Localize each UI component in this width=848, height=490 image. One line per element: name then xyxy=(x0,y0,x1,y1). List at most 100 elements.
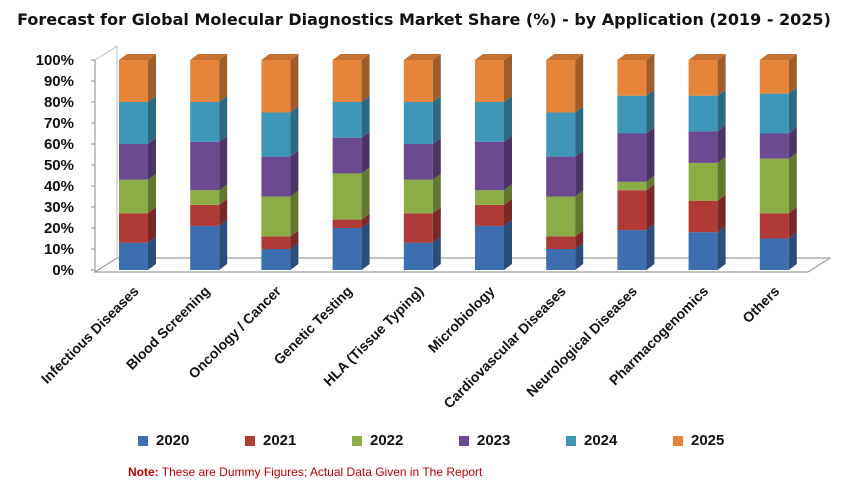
bar-top xyxy=(332,54,370,60)
bar-segment xyxy=(261,156,291,197)
bar-segment xyxy=(546,236,576,249)
bar-segment-side xyxy=(148,96,156,144)
bar-segment-side xyxy=(575,54,584,113)
bar-segment-side xyxy=(219,54,228,102)
bar-segment-side xyxy=(504,96,512,142)
bar-segment xyxy=(759,158,789,214)
bar-segment xyxy=(190,225,220,270)
bar-segment xyxy=(190,141,220,191)
bar-top xyxy=(617,54,655,60)
bar-top xyxy=(119,54,156,60)
bar-segment-side xyxy=(290,190,299,237)
bar-segment xyxy=(475,141,504,191)
bar-segment-side xyxy=(646,89,655,134)
legend-item: 2025 xyxy=(673,432,780,449)
bar-segment-side xyxy=(219,219,228,270)
bar-segment xyxy=(688,232,718,270)
bar-segment xyxy=(190,190,220,205)
legend-item: 2020 xyxy=(138,432,245,449)
y-tick-label: 20% xyxy=(44,220,74,237)
x-category-label: Cardiovascular Diseases xyxy=(440,283,569,412)
bar-segment xyxy=(617,230,647,270)
bar-segment-side xyxy=(290,150,299,197)
bar-segment xyxy=(475,204,504,226)
stacked-bar-chart: 0% 10% 20% 30% 40% 50% 60% 70% 80% 90% 100% Infecti… xyxy=(36,45,832,412)
bar-top xyxy=(190,54,228,60)
bar-segment xyxy=(190,204,220,226)
bar-segment-side xyxy=(504,54,512,102)
bar-segment-side xyxy=(646,184,655,231)
legend-swatch xyxy=(245,435,255,446)
bar-segment xyxy=(617,95,647,134)
legend-item: 2021 xyxy=(245,432,352,449)
y-tick-label: 40% xyxy=(44,178,74,195)
bar-segment xyxy=(688,131,718,163)
bar-segment xyxy=(617,133,647,182)
note-label: Note: xyxy=(128,465,159,479)
bar-segment xyxy=(261,60,291,113)
bar-segment-side xyxy=(788,87,797,134)
bar-segment xyxy=(332,102,362,138)
y-tick-label: 0% xyxy=(52,262,74,279)
bar-segment-side xyxy=(290,230,299,249)
legend-label: 2022 xyxy=(370,432,404,449)
bar-segment xyxy=(332,228,362,270)
bar-segment-side xyxy=(148,173,156,214)
y-tick-label: 80% xyxy=(44,94,74,111)
legend-label: 2024 xyxy=(584,432,618,449)
bar-top xyxy=(759,54,797,60)
bar-segment-side xyxy=(361,131,370,174)
legend-label: 2025 xyxy=(691,432,725,449)
bar-top xyxy=(403,54,441,60)
bar-segment-side xyxy=(575,243,584,270)
bar-segment-side xyxy=(788,152,797,214)
bar-segment xyxy=(190,102,220,142)
bar-segment xyxy=(759,93,789,134)
bar-segment-side xyxy=(788,127,797,159)
bar-segment xyxy=(759,60,789,94)
y-tick-label: 100% xyxy=(36,52,74,69)
note: Note: These are Dummy Figures; Actual Da… xyxy=(128,465,482,479)
bar-segment xyxy=(119,144,148,180)
bar-segment-side xyxy=(361,167,370,220)
x-category-label: Infectious Diseases xyxy=(38,283,142,387)
bar-segment xyxy=(403,102,433,144)
bar-segment-side xyxy=(646,54,655,96)
bar-segment xyxy=(546,156,576,197)
bar-segment-side xyxy=(432,236,441,270)
bar-segment-side xyxy=(575,230,584,249)
bar-segment xyxy=(688,200,718,233)
x-category-label: Others xyxy=(739,283,782,326)
bar-segment xyxy=(546,112,576,157)
y-tick-label: 50% xyxy=(44,157,74,174)
bar-segment xyxy=(261,249,291,270)
legend-swatch xyxy=(673,435,683,446)
bar-segment-side xyxy=(432,207,441,243)
bar-segment xyxy=(261,112,291,157)
bar-segment-side xyxy=(219,96,228,142)
bar-segment xyxy=(475,60,504,102)
bar-segment-side xyxy=(788,207,797,239)
bar-segment xyxy=(119,179,148,214)
x-category-label: Microbiology xyxy=(425,283,498,356)
legend: 2020 2021 2022 2023 2024 2025 xyxy=(138,432,780,449)
bar-segment-side xyxy=(290,54,299,113)
bar-segment-side xyxy=(717,89,726,132)
bar-segment-side xyxy=(361,213,370,228)
bar-segment xyxy=(475,102,504,142)
bar-segment-side xyxy=(646,175,655,191)
bar-segment-side xyxy=(575,190,584,237)
bar-segment-side xyxy=(575,150,584,197)
bar-segment-side xyxy=(788,54,797,94)
bar-segment-side xyxy=(717,194,726,233)
bar-segment-side xyxy=(148,138,156,180)
bar-segment-side xyxy=(646,127,655,182)
bar-segment xyxy=(190,60,220,102)
wall-top-edge xyxy=(94,45,118,61)
bar-segment xyxy=(332,60,362,102)
bar-segment xyxy=(475,190,504,205)
legend-item: 2023 xyxy=(459,432,566,449)
legend-label: 2023 xyxy=(477,432,511,449)
bar-segment xyxy=(261,236,291,249)
bar-segment xyxy=(546,249,576,270)
